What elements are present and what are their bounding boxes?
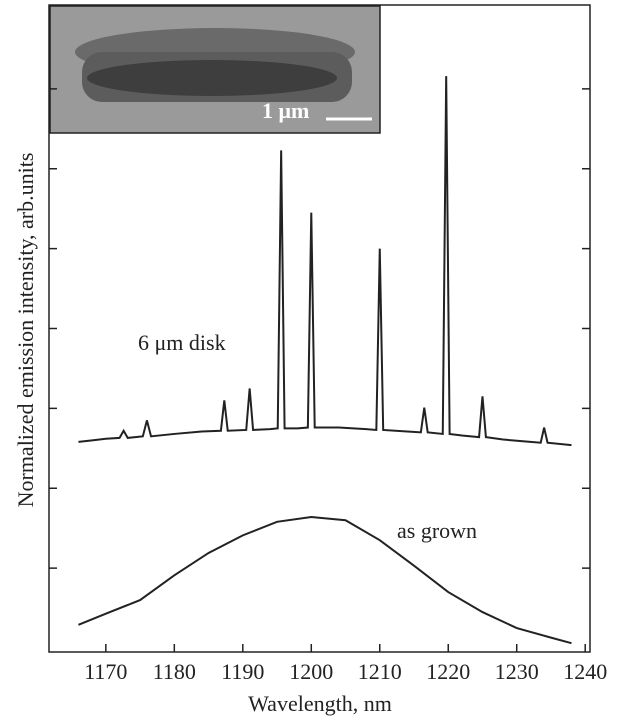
x-tick-label: 1170 xyxy=(84,659,127,684)
x-tick-label: 1180 xyxy=(153,659,196,684)
scale-label: 1 μm xyxy=(262,98,309,123)
series-label: 6 μm disk xyxy=(138,330,226,355)
spectrum-line xyxy=(78,516,572,645)
y-axis-title: Normalized emission intensity, arb.units xyxy=(13,153,38,508)
x-tick-label: 1230 xyxy=(495,659,539,684)
x-tick-label: 1190 xyxy=(221,659,264,684)
inset-disk-shadow xyxy=(87,60,337,96)
x-axis-title: Wavelength, nm xyxy=(248,691,392,716)
series-label: as grown xyxy=(397,518,477,543)
inset-image: 1 μm xyxy=(49,5,381,134)
x-tick-label: 1200 xyxy=(289,659,333,684)
spectrum-line xyxy=(78,76,572,447)
x-tick-label: 1210 xyxy=(358,659,402,684)
x-tick-label: 1220 xyxy=(426,659,470,684)
x-tick-label: 1240 xyxy=(563,659,607,684)
